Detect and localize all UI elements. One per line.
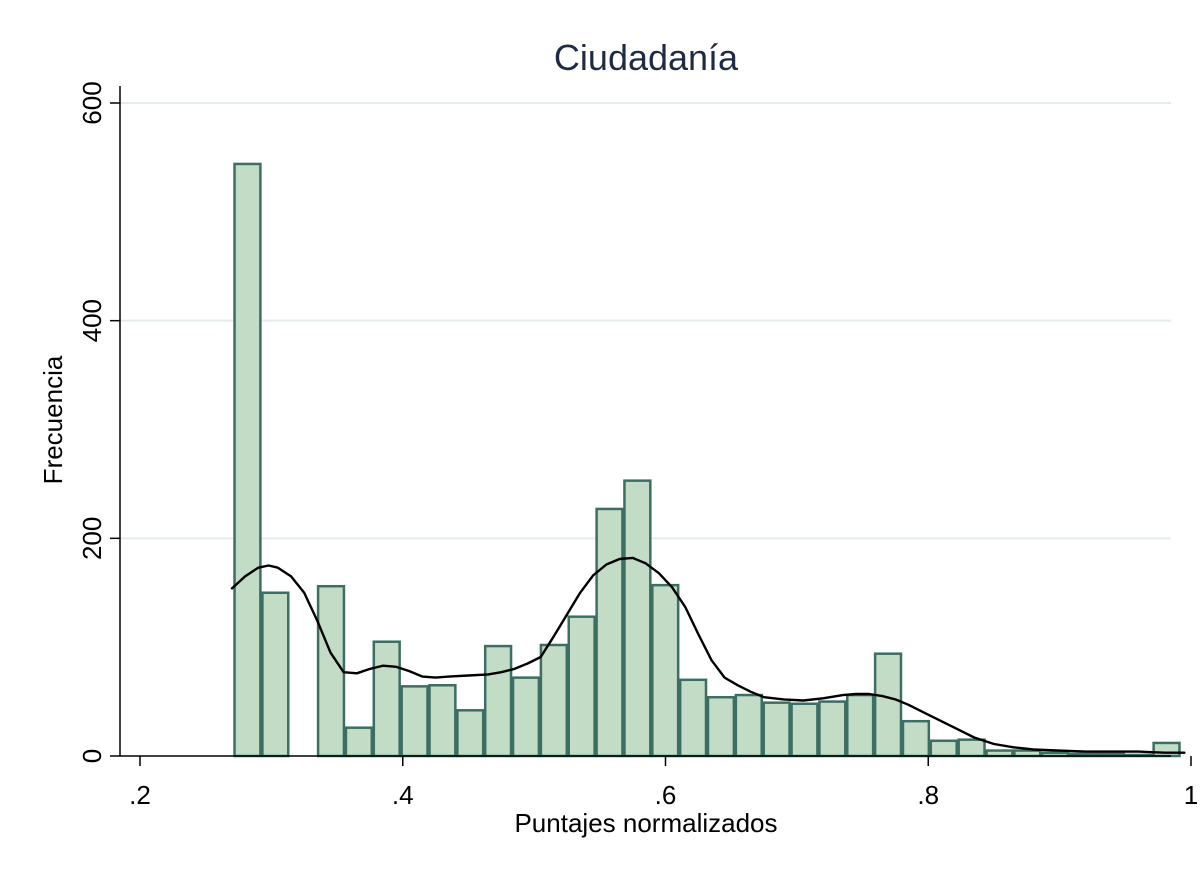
histogram-bar [428,684,457,758]
histogram-bar [678,678,708,758]
histogram-bar [233,162,262,758]
y-tick-label: 600 [77,81,107,124]
grid-layer [120,102,1171,540]
x-tick-label: .4 [392,780,414,810]
x-tick-label: .6 [655,780,677,810]
y-tick-label: 200 [77,517,107,560]
histogram-bar [734,693,763,758]
histogram-bar [790,702,819,758]
histogram-bar [567,615,596,758]
histogram-bar [901,719,931,758]
x-tick-label: .8 [917,780,939,810]
histogram-bar [400,685,429,758]
y-tick-label: 400 [77,299,107,342]
y-axis-label: Frecuencia [38,355,68,484]
histogram-bar [456,709,485,758]
histogram-bar [1152,741,1181,758]
histogram-bar [511,676,541,758]
x-tick-label: .2 [129,780,151,810]
density-line [230,556,1186,754]
bars-layer [233,162,1181,758]
histogram-bar [316,584,346,758]
histogram-bar [957,738,986,758]
histogram-bar [539,643,569,758]
histogram-bar [1013,749,1042,758]
axis-layer: 0 200 400 600 .2 .4 .6 .8 1 [77,81,1198,810]
histogram-bar [762,701,791,758]
histogram-bar [372,640,401,758]
histogram-bar [929,739,958,758]
x-axis-label: Puntajes normalizados [514,808,777,838]
histogram-bar [595,507,624,758]
histogram-bar [623,479,652,758]
histogram-bar [706,695,736,758]
histogram-bar [985,749,1014,758]
x-tick-label: 1 [1184,780,1198,810]
histogram-bar [261,591,290,758]
chart-title: Ciudadanía [554,37,739,78]
histogram-bar [873,652,903,758]
histogram-bar [344,726,374,758]
histogram-bar [846,693,875,758]
histogram-bar [651,583,680,758]
histogram-bar [818,700,847,758]
histogram-bar [483,644,513,758]
y-tick-label: 0 [77,749,107,763]
